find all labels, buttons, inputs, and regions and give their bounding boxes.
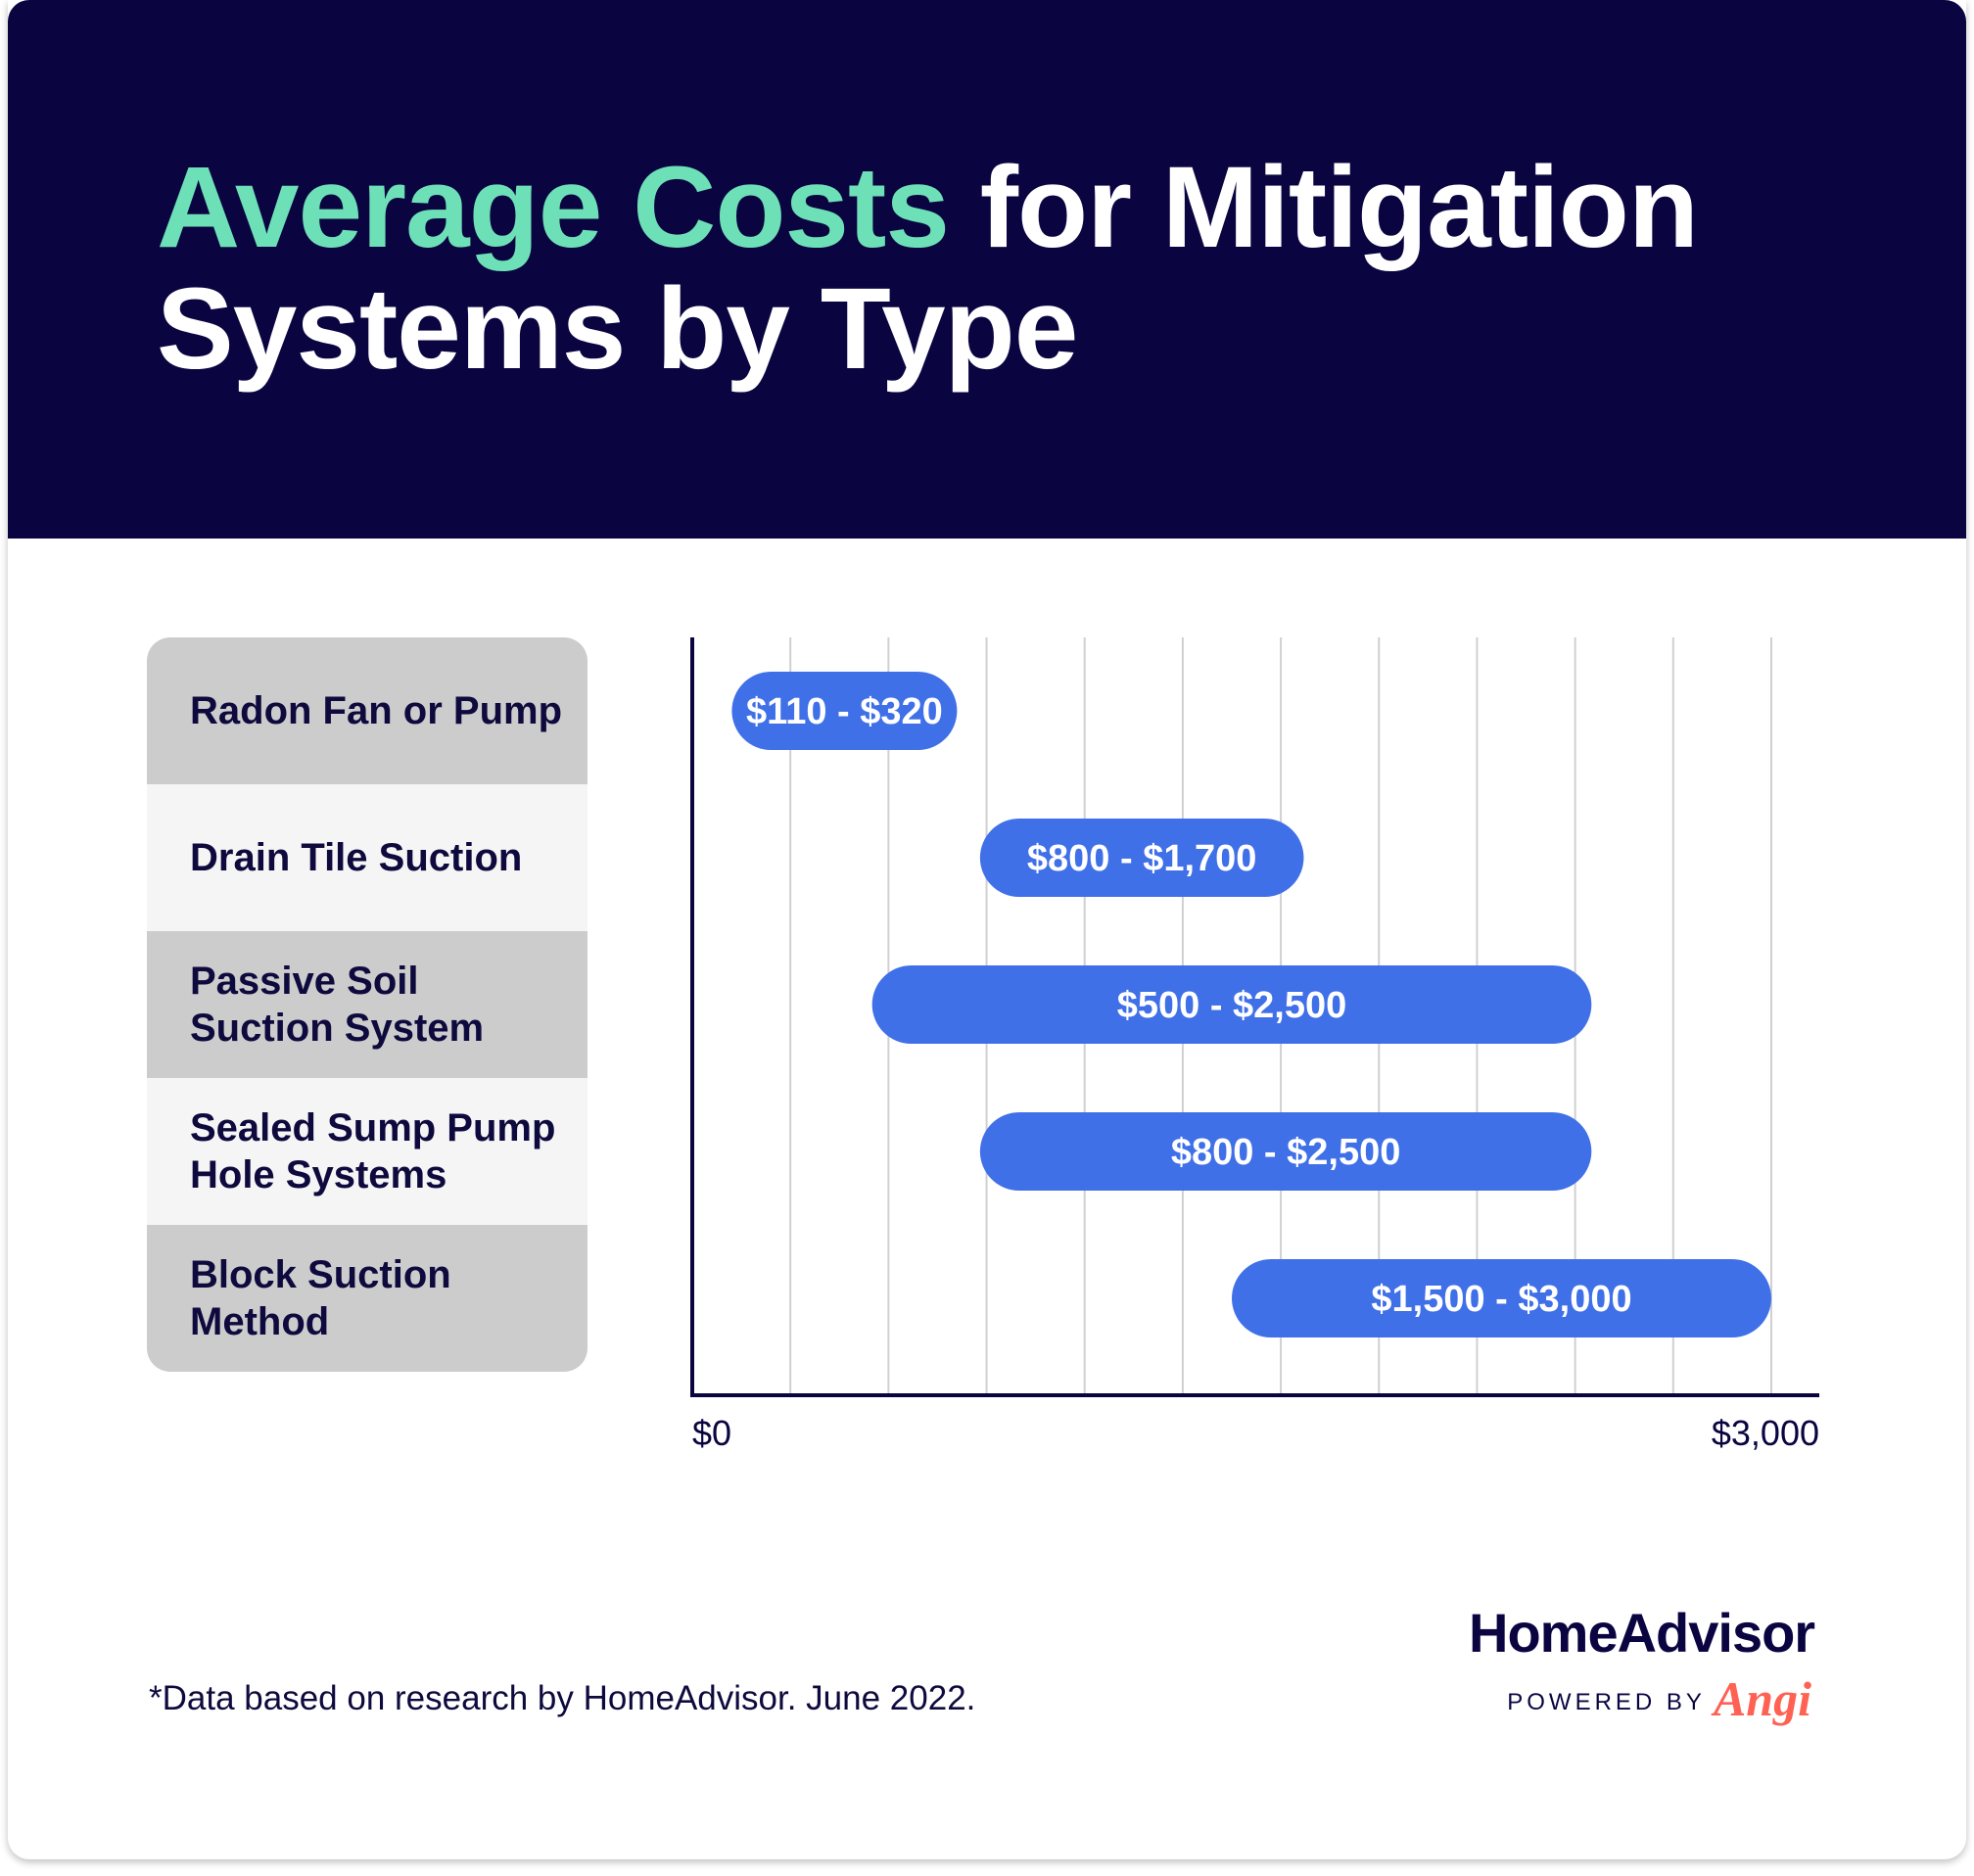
bar-value-label: $800 - $1,700 [1027, 838, 1257, 879]
range-bar [1232, 1259, 1771, 1337]
bar-value-label: $800 - $2,500 [1171, 1132, 1401, 1173]
logo-brand: HomeAdvisor [1469, 1602, 1815, 1664]
x-tick-label: $0 [692, 1413, 731, 1453]
homeadvisor-logo: HomeAdvisor POWERED BY Angi [1469, 1601, 1815, 1727]
title-rest: for Mitigation [948, 143, 1699, 272]
header-banner: Average Costs for Mitigation Systems by T… [8, 0, 1966, 539]
x-tick-label: $3,000 [1712, 1413, 1819, 1453]
range-bar [871, 965, 1592, 1044]
category-row: Sealed Sump Pump Hole Systems [147, 1078, 588, 1225]
bar-value-label: $1,500 - $3,000 [1371, 1279, 1631, 1320]
category-label: Radon Fan or Pump [190, 689, 562, 732]
category-labels: Radon Fan or Pump Drain Tile Suction Pas… [147, 637, 588, 1372]
category-row: Drain Tile Suction [147, 784, 588, 931]
angi-logo: Angi [1713, 1671, 1811, 1726]
infographic-card: Average Costs for Mitigation Systems by T… [8, 0, 1966, 1859]
category-label: Block Suction Method [190, 1253, 451, 1343]
category-label: Sealed Sump Pump Hole Systems [190, 1106, 556, 1196]
category-label: Passive Soil Suction System [190, 960, 485, 1050]
range-bar [979, 819, 1304, 897]
page-title: Average Costs for Mitigation Systems by T… [157, 147, 1699, 390]
category-row: Block Suction Method [147, 1225, 588, 1372]
footnote: *Data based on research by HomeAdvisor. … [149, 1679, 976, 1717]
title-line2: Systems by Type [157, 264, 1078, 394]
range-bar [731, 672, 958, 750]
powered-by-text: POWERED BY [1507, 1689, 1706, 1715]
range-bar [979, 1112, 1592, 1191]
category-label: Drain Tile Suction [190, 836, 523, 879]
bar-value-label: $110 - $320 [746, 691, 943, 732]
title-highlight: Average Costs [157, 143, 950, 272]
logo-powered-by: POWERED BY Angi [1469, 1670, 1811, 1727]
category-row: Passive Soil Suction System [147, 931, 588, 1078]
bar-value-label: $500 - $2,500 [1117, 985, 1347, 1026]
category-row: Radon Fan or Pump [147, 637, 588, 784]
